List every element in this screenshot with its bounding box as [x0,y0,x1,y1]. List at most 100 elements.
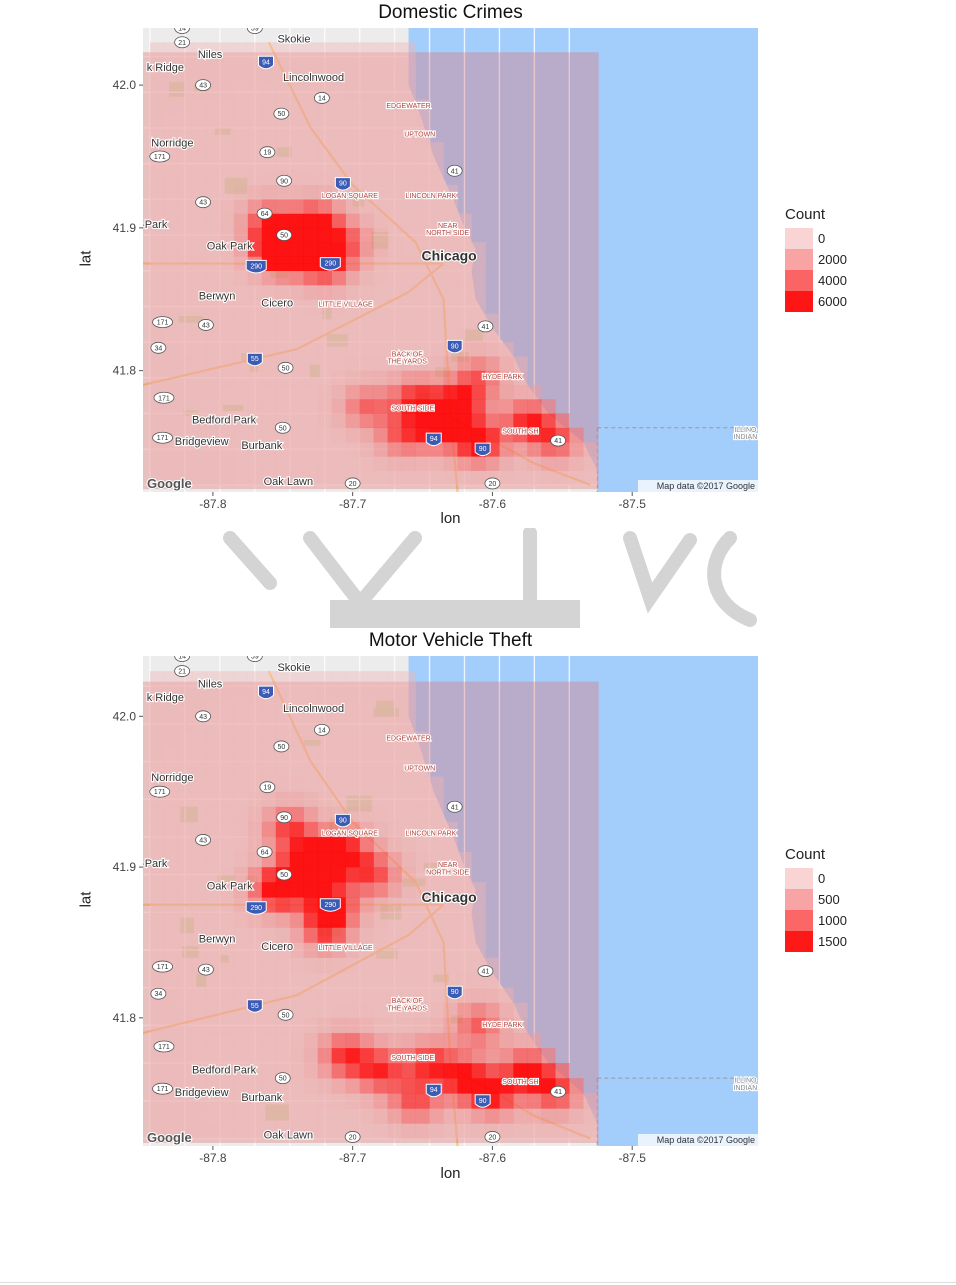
heatmap-cell [443,413,458,429]
heatmap-cell [289,1108,305,1124]
heatmap-cell [261,701,277,717]
heatmap-cell [499,1078,514,1094]
heatmap-cell [261,170,277,186]
heatmap-cell [275,127,291,143]
heatmap-cell [401,113,416,129]
heatmap-cell [387,399,402,414]
heatmap-cell [289,1093,305,1109]
heatmap-cell [429,227,444,243]
heatmap-cell [415,776,430,792]
heatmap-cell [415,99,430,114]
heatmap-cell [443,299,458,314]
heatmap-cell [163,1063,179,1079]
heatmap-cell [177,1032,193,1049]
heatmap-cell [359,867,374,883]
heatmap-cell [471,942,486,958]
heatmap-cell [205,942,221,958]
heatmap-cell [317,987,332,1004]
heatmap-cell [149,270,165,286]
heatmap-cell [261,1048,277,1064]
heatmap-cell [205,1078,221,1094]
heatmap-cell [289,227,305,243]
heatmap-cell [261,821,277,838]
heatmap-cell [303,972,319,988]
heatmap-cell [373,113,388,129]
heatmap-cell [149,127,165,143]
heatmap-cell [233,1017,249,1034]
heatmap-cell [415,821,430,838]
heatmap-cell [387,912,402,928]
heatmap-cell [457,1048,472,1064]
heatmap-cell [163,1093,179,1109]
heatmap-cell [387,284,402,300]
heatmap-cell [317,427,332,443]
heatmap-cell [275,370,291,386]
heatmap-cell [191,972,207,988]
heatmap-cell [387,413,402,429]
heatmap-cell [387,270,402,286]
heatmap-cell [303,142,319,157]
heatmap-cell [331,1123,346,1139]
heatmap-cell [387,384,402,400]
heatmap-cell [345,442,360,457]
legend-swatch [785,931,813,952]
heatmap-cell [457,912,472,928]
heatmap-cell [289,716,305,732]
heatmap-cell [303,442,319,457]
heatmap-cell [387,185,402,200]
heatmap-cell [345,456,360,471]
heatmap-cell [401,427,416,443]
heatmap-cell [373,791,388,808]
heatmap-cell [345,942,360,958]
heatmap-cell [373,912,388,928]
legend-entry: 0 [785,228,847,249]
heatmap-cell [457,384,472,400]
heatmap-cell [177,370,193,386]
heatmap-cell [303,1123,319,1139]
park-area [196,974,207,987]
heatmap-cell [387,142,402,157]
heatmap-cell [429,912,444,928]
heatmap-cell [289,384,305,400]
heatmap-cell [387,1002,402,1019]
heatmap-cell [359,142,374,157]
map-place-label: LOGAN SQUARE [322,193,378,200]
heatmap-cell [275,852,291,868]
svg-text:43: 43 [199,83,207,90]
heatmap-cell [345,1078,360,1094]
heatmap-cell [289,284,305,300]
state-route-shield-icon: 50 [277,1008,294,1021]
heatmap-cell [345,1093,360,1109]
heatmap-cell [527,456,542,471]
heatmap-cell [177,746,193,762]
heatmap-cell [163,127,179,143]
heatmap-cell [387,327,402,343]
heatmap-cell [401,142,416,157]
heatmap-cell [345,746,360,762]
heatmap-cell [415,356,430,371]
state-route-shield-icon: 59 [246,656,263,662]
heatmap-cell [177,170,193,186]
heatmap-cell [247,413,263,429]
heatmap-cell [401,384,416,400]
heatmap-cell [163,852,179,868]
heatmap-cell [415,1017,430,1034]
heatmap-cell [247,242,263,257]
heatmap-cell [443,867,458,883]
heatmap-cell [289,852,305,868]
heatmap-cell [163,912,179,928]
heatmap-cell [471,256,486,272]
interstate-shield-icon: 90 [474,442,491,457]
heatmap-cell [331,213,346,229]
heatmap-cell [317,806,332,823]
heatmap-cell [345,56,360,72]
svg-text:43: 43 [202,322,210,329]
heatmap-cell [415,791,430,808]
heatmap-cell [289,957,305,973]
heatmap-cell [219,1002,235,1019]
heatmap-cell [387,882,402,898]
heatmap-cell [359,356,374,371]
heatmap-cell [163,85,179,100]
svg-text:14: 14 [178,656,186,661]
heatmap-cell [205,806,221,823]
